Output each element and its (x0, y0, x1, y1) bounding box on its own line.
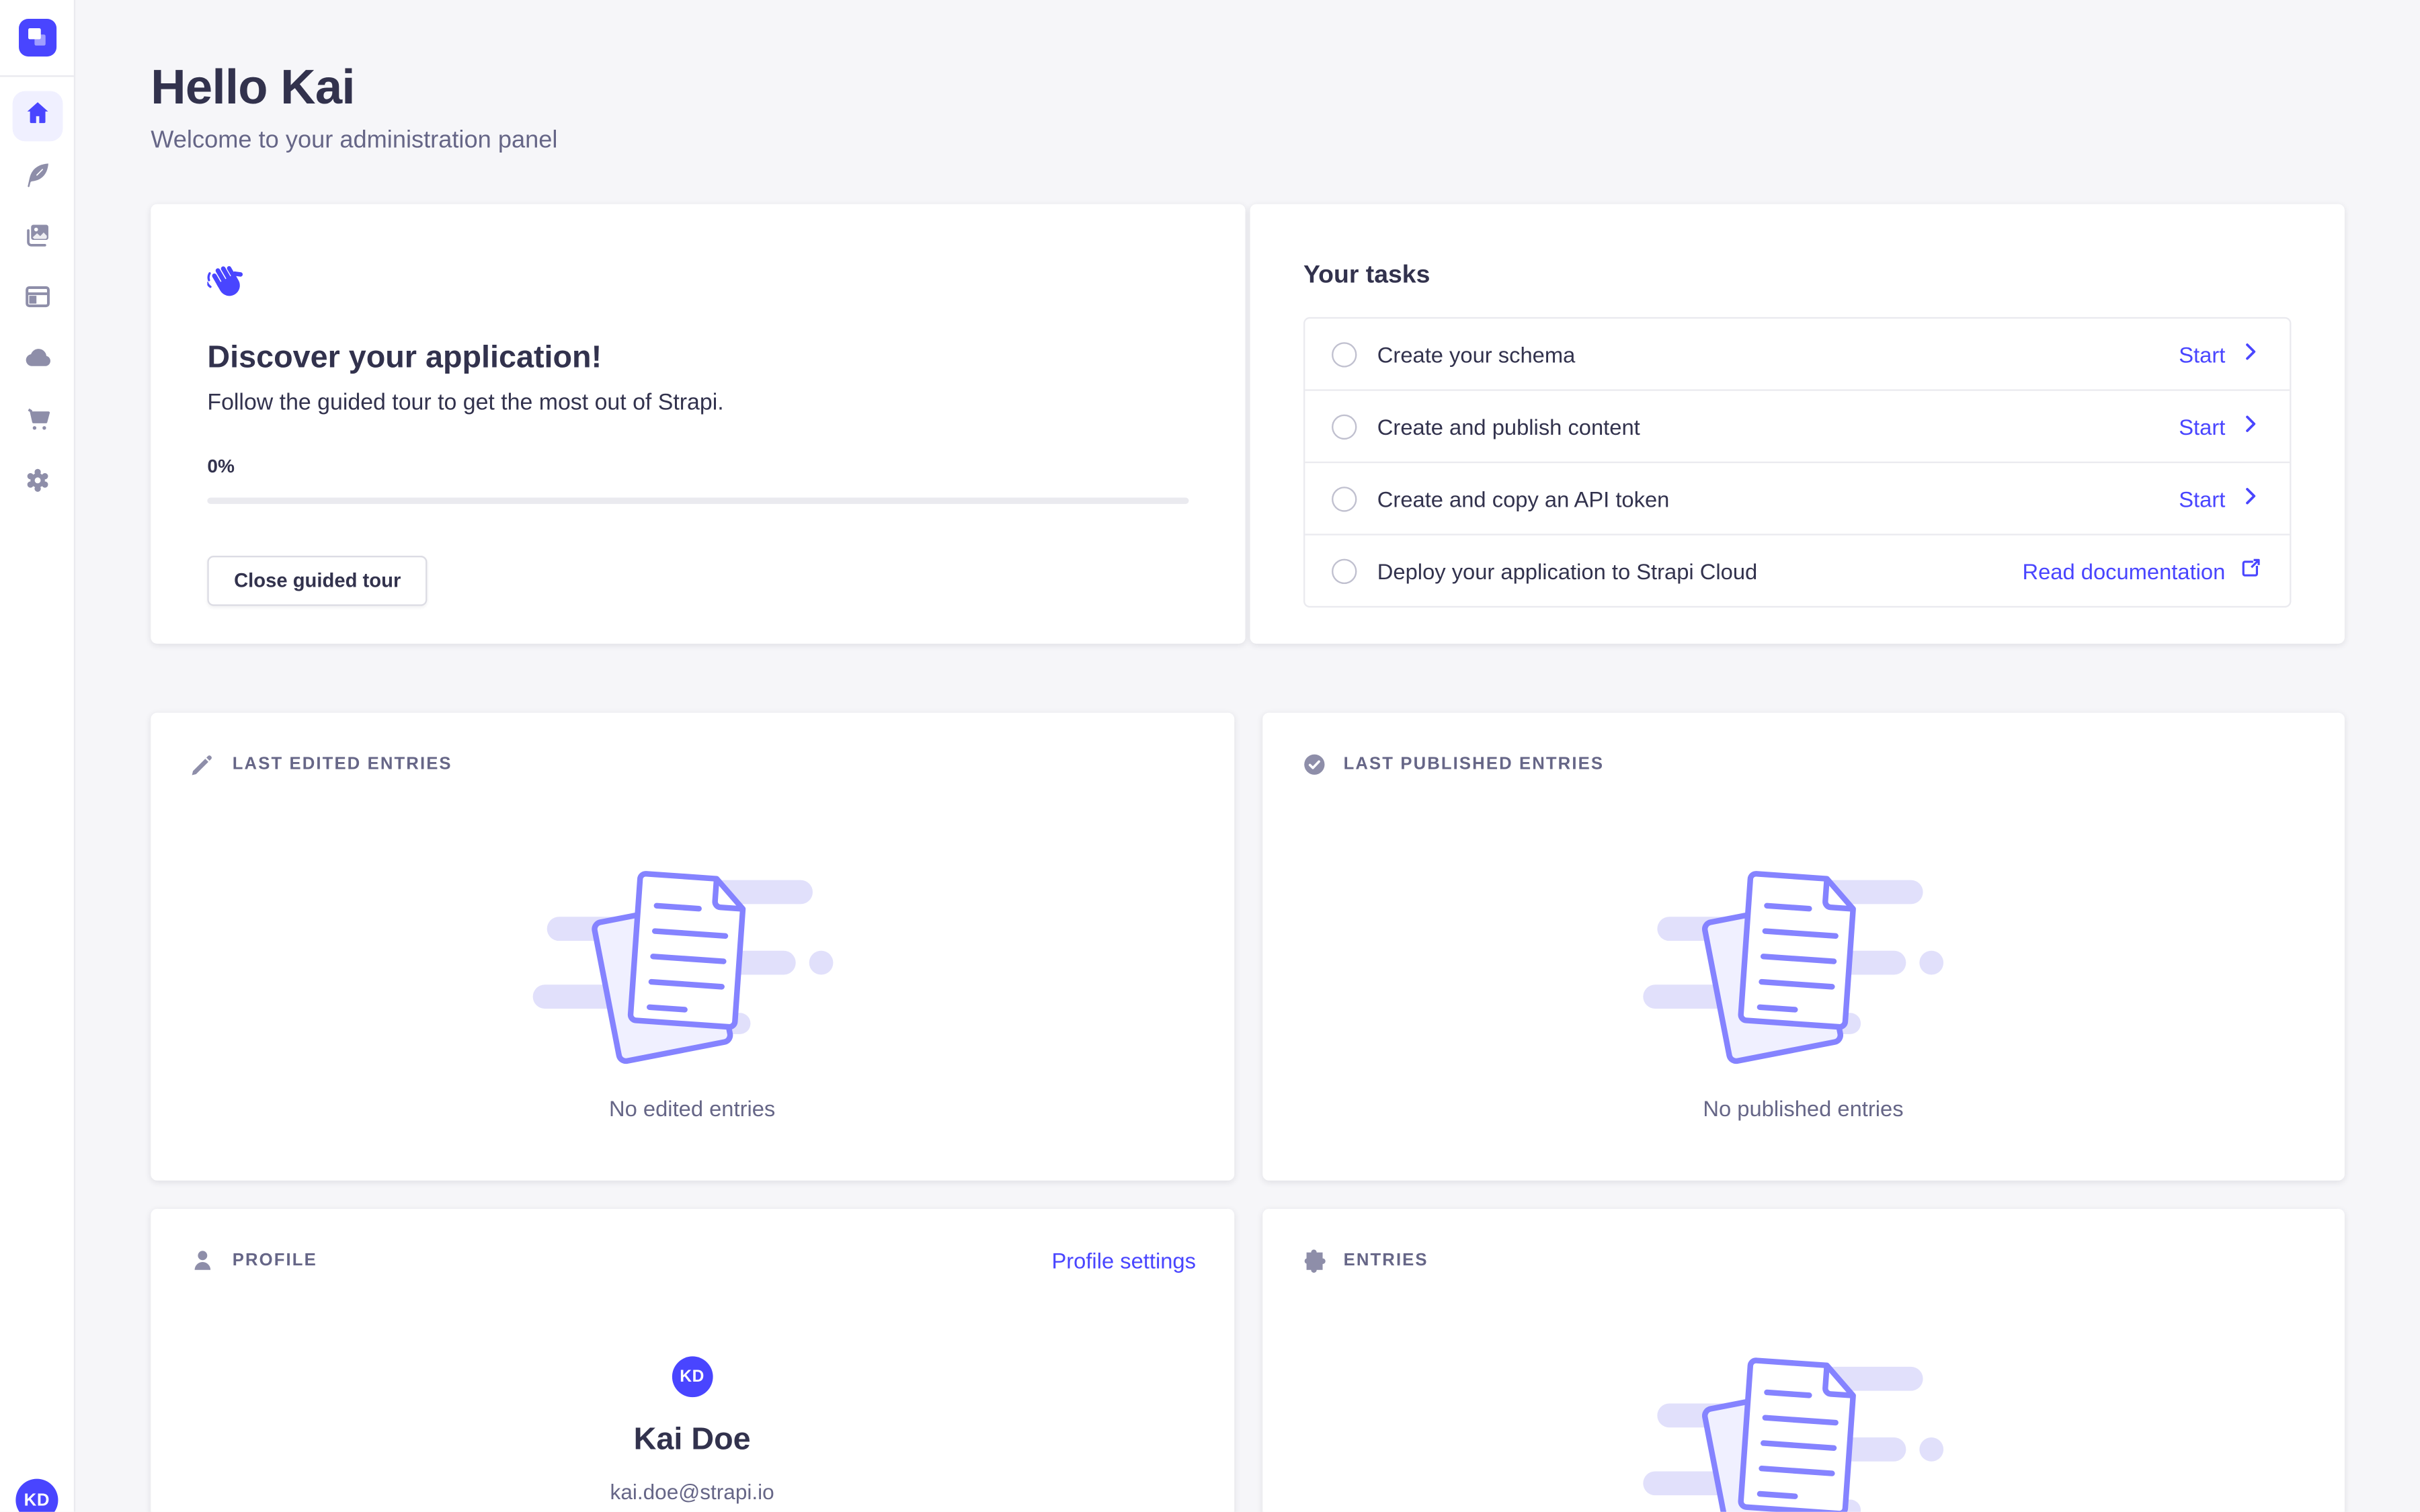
close-guided-tour-button[interactable]: Close guided tour (207, 555, 428, 606)
sidebar-item-strapi-cloud[interactable] (12, 336, 63, 386)
entries-header: ENTRIES (1299, 1247, 2307, 1275)
last-edited-empty-text: No edited entries (609, 1095, 776, 1122)
task-status-circle (1332, 341, 1357, 367)
task-row: Deploy your application to Strapi Cloud … (1305, 534, 2290, 605)
guided-tour-description: Follow the guided tour to get the most o… (207, 390, 724, 417)
task-label: Deploy your application to Strapi Cloud (1377, 558, 1758, 583)
sidebar-item-content-type-builder[interactable] (12, 275, 63, 325)
tasks-list: Create your schema Start Create and publ… (1303, 317, 2292, 608)
cart-icon (22, 403, 53, 442)
guided-tour-card: Discover your application! Follow the gu… (151, 204, 1246, 644)
profile-body: KD Kai Doe kai.doe@strapi.io (188, 1275, 1196, 1512)
external-link-icon (2238, 556, 2263, 585)
sidebar-nav (0, 77, 74, 508)
last-published-empty-state: No published entries (1299, 860, 2307, 1121)
progress-percentage: 0% (207, 455, 235, 478)
last-published-label: LAST PUBLISHED ENTRIES (1343, 755, 1605, 774)
task-start-link[interactable]: Start (2179, 411, 2263, 441)
last-published-empty-text: No published entries (1703, 1095, 1904, 1122)
profile-section: PROFILE Profile settings KD Kai Doe kai.… (151, 1208, 2345, 1512)
entries-section: LAST EDITED ENTRIES (151, 712, 2345, 1181)
tasks-title: Your tasks (1303, 262, 1430, 289)
last-edited-entries-card: LAST EDITED ENTRIES (151, 712, 1234, 1181)
sidebar-item-home[interactable] (11, 91, 63, 142)
task-status-circle (1332, 558, 1357, 583)
chevron-right-icon (2238, 411, 2263, 441)
task-label: Create and copy an API token (1377, 486, 1670, 511)
sidebar-item-marketplace[interactable] (12, 397, 63, 448)
waving-hand-icon (206, 266, 248, 308)
task-label: Create and publish content (1377, 413, 1640, 439)
task-row: Create and publish content Start (1305, 389, 2290, 461)
sidebar-item-media-library[interactable] (12, 214, 63, 264)
pencil-icon (188, 751, 216, 779)
profile-settings-link[interactable]: Profile settings (1051, 1248, 1196, 1273)
last-published-header: LAST PUBLISHED ENTRIES (1299, 751, 2307, 779)
profile-name: Kai Doe (633, 1422, 751, 1457)
profile-avatar: KD (672, 1356, 713, 1398)
page-subtitle: Welcome to your administration panel (151, 127, 558, 154)
media-library-icon (22, 219, 53, 258)
feather-icon (22, 158, 53, 197)
documents-illustration (1643, 1357, 1944, 1512)
last-edited-label: LAST EDITED ENTRIES (232, 755, 452, 774)
cloud-icon (22, 341, 53, 380)
profile-label: PROFILE (232, 1251, 317, 1270)
chevron-right-icon (2238, 484, 2263, 513)
home-icon (22, 97, 53, 136)
profile-email: kai.doe@strapi.io (610, 1480, 774, 1505)
chevron-right-icon (2238, 339, 2263, 369)
entries-label: ENTRIES (1343, 1251, 1428, 1270)
entries-empty-state: No published entries (1299, 1347, 2307, 1512)
gear-icon (22, 464, 53, 503)
task-row: Create your schema Start (1305, 319, 2290, 389)
documents-illustration (532, 871, 833, 1064)
layout-icon (22, 280, 53, 319)
task-read-documentation-link[interactable]: Read documentation (2022, 556, 2263, 585)
last-published-entries-card: LAST PUBLISHED ENTRIES (1262, 712, 2345, 1181)
task-start-link[interactable]: Start (2179, 484, 2263, 513)
page-title: Hello Kai (151, 59, 355, 115)
profile-card: PROFILE Profile settings KD Kai Doe kai.… (151, 1208, 1234, 1512)
task-row: Create and copy an API token Start (1305, 461, 2290, 534)
person-icon (188, 1247, 216, 1275)
documents-illustration (1643, 871, 1944, 1064)
tasks-card: Your tasks Create your schema Start (1250, 204, 2345, 644)
sidebar: KD (0, 0, 76, 1512)
sidebar-user-avatar[interactable]: KD (15, 1478, 58, 1512)
task-status-circle (1332, 413, 1357, 439)
guided-tour-section: Discover your application! Follow the gu… (151, 204, 2345, 644)
last-edited-empty-state: No edited entries (188, 860, 1196, 1121)
main-content: Hello Kai Welcome to your administration… (75, 0, 2420, 1512)
task-label: Create your schema (1377, 341, 1576, 367)
sidebar-item-settings[interactable] (12, 458, 63, 509)
sidebar-item-content-manager[interactable] (12, 153, 63, 203)
task-start-link[interactable]: Start (2179, 339, 2263, 369)
progress-bar (207, 497, 1189, 504)
guided-tour-title: Discover your application! (207, 340, 602, 376)
check-circle-icon (1299, 751, 1328, 779)
strapi-logo-icon (17, 19, 56, 57)
profile-header: PROFILE Profile settings (188, 1247, 1196, 1275)
task-status-circle (1332, 486, 1357, 511)
last-edited-header: LAST EDITED ENTRIES (188, 751, 1196, 779)
puzzle-icon (1299, 1247, 1328, 1275)
strapi-logo[interactable] (0, 0, 74, 77)
entries-card: ENTRIES (1262, 1208, 2345, 1512)
